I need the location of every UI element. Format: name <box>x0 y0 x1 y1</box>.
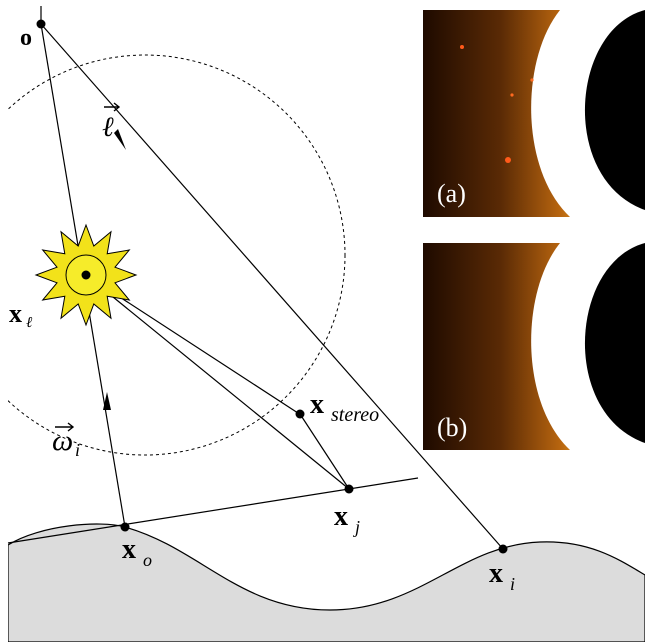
label-omega-i: ω i <box>52 422 80 460</box>
label-x-stereo: x stereo <box>310 389 379 426</box>
svg-text:stereo: stereo <box>331 404 379 426</box>
omega-direction-arrow <box>103 392 111 410</box>
point-xstereo <box>295 409 305 419</box>
panel-a-label: (a) <box>437 179 466 208</box>
svg-text:o: o <box>143 550 152 570</box>
surface <box>7 523 645 642</box>
label-x-o: x o <box>122 534 152 570</box>
panel-a: (a) <box>423 10 645 217</box>
panel-b: (b) <box>423 243 645 450</box>
point-xl <box>81 270 91 280</box>
panel-b-label: (b) <box>437 413 467 442</box>
svg-text:i: i <box>75 440 80 460</box>
points <box>36 19 508 554</box>
svg-text:x: x <box>122 534 136 565</box>
svg-text:x: x <box>489 558 503 589</box>
label-o: o <box>20 25 32 51</box>
svg-text:j: j <box>353 517 360 537</box>
label-x-l: x ℓ <box>9 299 32 331</box>
point-xo <box>120 522 130 532</box>
svg-text:i: i <box>510 574 515 594</box>
point-xj <box>344 484 354 494</box>
svg-text:ℓ: ℓ <box>26 315 32 331</box>
stereo-sphere <box>0 54 346 456</box>
point-o <box>36 19 46 29</box>
svg-text:ℓ: ℓ <box>102 112 114 143</box>
svg-text:x: x <box>310 389 324 420</box>
svg-text:ω: ω <box>52 424 73 457</box>
svg-text:x: x <box>334 501 348 532</box>
point-xi <box>498 544 508 554</box>
svg-text:x: x <box>9 299 22 328</box>
label-x-i: x i <box>489 558 515 594</box>
label-light-vector: ℓ <box>102 102 121 143</box>
label-x-j: x j <box>334 501 360 537</box>
light-direction-arrow <box>114 129 126 150</box>
